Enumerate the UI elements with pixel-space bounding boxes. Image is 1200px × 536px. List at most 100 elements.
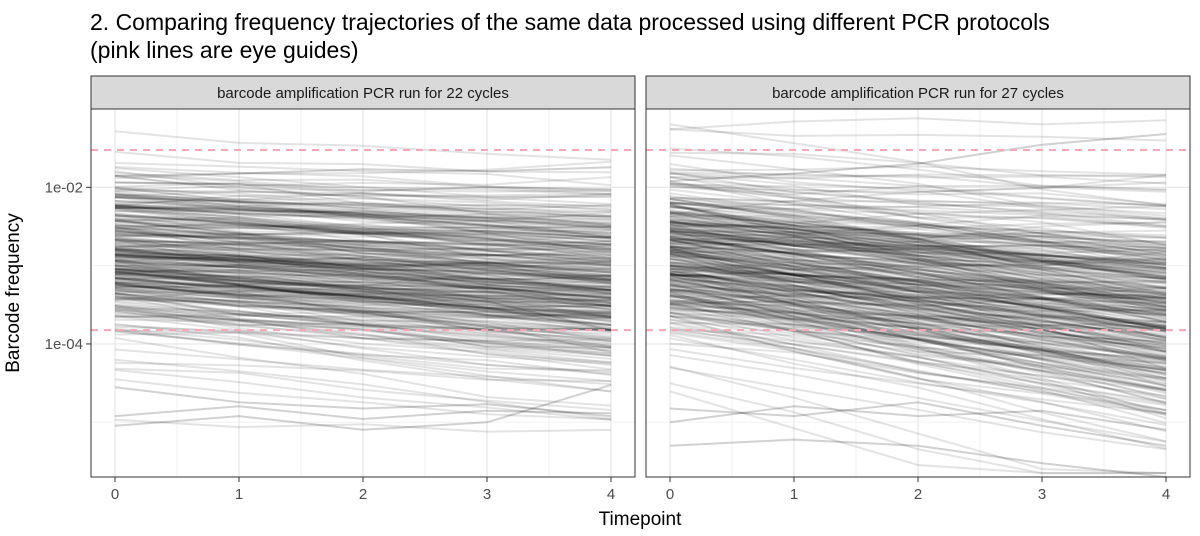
trajectory-line <box>114 248 612 308</box>
trajectory-line <box>669 206 1167 270</box>
trajectory-line <box>669 284 1167 312</box>
trajectory-line <box>669 252 1167 356</box>
trajectory-line <box>669 330 1167 411</box>
trajectory-line <box>669 171 1167 185</box>
trajectory-line <box>114 369 612 421</box>
trajectory-line <box>669 244 1167 333</box>
trajectory-line <box>669 215 1167 282</box>
trajectory-line <box>114 331 612 383</box>
trajectory-line <box>114 308 612 348</box>
trajectory-line <box>114 276 612 313</box>
trajectory-line <box>669 220 1167 239</box>
trajectory-line <box>114 248 612 291</box>
trajectory-line <box>114 289 612 325</box>
trajectory-line <box>669 235 1167 261</box>
trajectory-line <box>669 264 1167 330</box>
trajectory-line <box>669 205 1167 324</box>
trajectory-line <box>669 154 1167 220</box>
trajectory-line <box>114 313 612 331</box>
trajectory-line <box>669 279 1167 323</box>
trajectory-line <box>669 260 1167 338</box>
trajectory-line <box>114 287 612 303</box>
trajectory-line <box>669 273 1167 305</box>
trajectory-line <box>114 306 612 367</box>
trajectory-line <box>669 312 1167 327</box>
trajectory-line <box>114 196 612 227</box>
trajectory-line <box>669 238 1167 325</box>
trajectory-line <box>114 259 612 317</box>
trajectory-line <box>114 252 611 264</box>
trajectory-line <box>669 253 1167 353</box>
trajectory-line <box>114 292 612 339</box>
trajectory-line <box>669 252 1167 307</box>
trajectory-line <box>669 241 1167 271</box>
trajectory-line <box>669 249 1167 321</box>
trajectory-line <box>114 231 612 263</box>
trajectory-line <box>114 205 612 250</box>
trajectory-line <box>669 226 1167 267</box>
trajectory-line <box>114 318 612 363</box>
trajectory-line <box>669 284 1167 359</box>
trajectory-line <box>114 242 612 267</box>
strip-label-22-cycles: barcode amplification PCR run for 22 cyc… <box>217 85 509 102</box>
trajectory-line <box>114 275 612 281</box>
trajectory-line <box>114 204 612 229</box>
trajectory-line <box>669 305 1167 344</box>
trajectory-line <box>669 238 1167 288</box>
trajectory-line <box>669 304 1167 370</box>
trajectory-line <box>669 188 1167 247</box>
trajectory-line <box>669 174 1167 216</box>
trajectory-line <box>114 311 612 320</box>
trajectory-line <box>114 298 612 340</box>
trajectory-line <box>114 211 612 228</box>
trajectory-line <box>114 212 612 242</box>
trajectory-line <box>669 297 1167 308</box>
trajectory-line <box>669 246 1167 319</box>
trajectory-line <box>669 182 1167 220</box>
trajectory-line <box>669 228 1167 296</box>
trajectory-line <box>669 285 1167 314</box>
trajectory-line <box>669 318 1167 415</box>
trajectory-line <box>669 332 1167 416</box>
trajectory-line <box>114 192 612 218</box>
trajectory-line <box>114 206 612 238</box>
trajectory-line <box>669 261 1167 340</box>
trajectory-line <box>669 315 1167 443</box>
trajectory-line <box>669 321 1167 360</box>
trajectory-line <box>669 273 1167 346</box>
trajectory-line <box>114 229 612 261</box>
trajectory-line <box>669 230 1167 290</box>
trajectory-line <box>669 212 1167 247</box>
trajectory-line <box>669 226 1167 295</box>
trajectory-line <box>114 227 612 247</box>
trajectory-line <box>114 270 612 287</box>
x-tick-label: 0 <box>666 486 674 503</box>
trajectory-line <box>669 265 1167 311</box>
trajectory-line <box>669 232 1167 259</box>
trajectory-line <box>669 223 1167 243</box>
trajectory-line <box>669 172 1167 207</box>
trajectory-line <box>669 246 1167 317</box>
trajectory-line <box>114 238 612 274</box>
trajectory-line <box>669 224 1167 250</box>
trajectory-line <box>114 308 612 354</box>
trajectory-line <box>114 214 612 243</box>
trajectory-line <box>669 322 1167 433</box>
trajectory-line <box>114 190 612 255</box>
trajectory-line <box>114 219 612 265</box>
trajectory-line <box>669 298 1167 343</box>
trajectory-line <box>114 209 612 234</box>
trajectory-line <box>114 315 612 373</box>
trajectory-line <box>114 253 612 274</box>
trajectory-line <box>114 244 612 294</box>
trajectory-line <box>114 255 612 274</box>
trajectory-line <box>114 241 612 257</box>
trajectory-line <box>114 220 612 280</box>
trajectory-line <box>669 272 1167 300</box>
trajectory-line <box>114 268 612 292</box>
trajectory-line <box>114 261 612 282</box>
trajectory-line <box>669 258 1167 339</box>
series-median <box>669 248 1167 308</box>
trajectory-line <box>114 209 612 229</box>
trajectory-line <box>114 190 612 199</box>
